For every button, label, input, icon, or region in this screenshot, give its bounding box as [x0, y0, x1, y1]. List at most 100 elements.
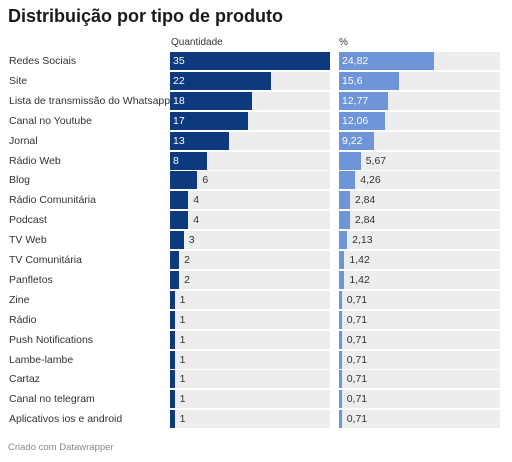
bar-percent — [339, 251, 344, 269]
bar-track-quantidade: 4 — [170, 191, 330, 209]
bar-percent — [339, 271, 344, 289]
value-label-percent: 0,71 — [347, 311, 367, 329]
row-tv-comunitaria: TV Comunitária 2 1,42 — [0, 251, 512, 269]
value-label-percent: 0,71 — [347, 291, 367, 309]
bar-percent — [339, 211, 350, 229]
value-label-quantidade: 3 — [189, 231, 195, 249]
category-label: Podcast — [9, 211, 47, 229]
bar-track-percent: 0,71 — [339, 390, 500, 408]
bar-track-percent: 12,77 — [339, 92, 500, 110]
row-radio-web: Rádio Web 8 5,67 — [0, 152, 512, 170]
value-label-percent: 0,71 — [347, 410, 367, 428]
value-label-quantidade: 13 — [173, 132, 185, 150]
bar-track-percent: 0,71 — [339, 311, 500, 329]
value-label-quantidade: 1 — [180, 370, 186, 388]
bar-track-quantidade: 2 — [170, 251, 330, 269]
row-radio: Rádio 1 0,71 — [0, 311, 512, 329]
bar-quantidade — [170, 211, 188, 229]
category-label: Rádio Web — [9, 152, 61, 170]
value-label-percent: 0,71 — [347, 370, 367, 388]
category-label: Blog — [9, 171, 30, 189]
value-label-quantidade: 2 — [184, 251, 190, 269]
bar-quantidade — [170, 351, 175, 369]
value-label-quantidade: 18 — [173, 92, 185, 110]
value-label-quantidade: 22 — [173, 72, 185, 90]
bar-track-quantidade: 35 — [170, 52, 330, 70]
chart-title: Distribuição por tipo de produto — [8, 6, 283, 27]
value-label-quantidade: 1 — [180, 311, 186, 329]
column-header-percent: % — [339, 37, 348, 48]
bar-percent — [339, 390, 342, 408]
value-label-quantidade: 35 — [173, 52, 185, 70]
bar-quantidade — [170, 191, 188, 209]
row-zine: Zine 1 0,71 — [0, 291, 512, 309]
bar-track-percent: 15,6 — [339, 72, 500, 90]
value-label-quantidade: 1 — [180, 351, 186, 369]
value-label-percent: 12,77 — [342, 92, 368, 110]
credit-footer: Criado com Datawrapper — [8, 442, 114, 453]
row-jornal: Jornal 13 9,22 — [0, 132, 512, 150]
bar-percent — [339, 370, 342, 388]
row-redes-sociais: Redes Sociais 35 24,82 — [0, 52, 512, 70]
category-label: Panfletos — [9, 271, 53, 289]
bar-track-percent: 1,42 — [339, 251, 500, 269]
value-label-quantidade: 1 — [180, 410, 186, 428]
bar-track-percent: 1,42 — [339, 271, 500, 289]
bar-track-quantidade: 1 — [170, 351, 330, 369]
category-label: Aplicativos ios e android — [9, 410, 122, 428]
category-label: TV Web — [9, 231, 47, 249]
row-blog: Blog 6 4,26 — [0, 171, 512, 189]
bar-track-percent: 2,84 — [339, 191, 500, 209]
bar-track-quantidade: 1 — [170, 390, 330, 408]
bar-track-percent: 5,67 — [339, 152, 500, 170]
bar-percent — [339, 410, 342, 428]
bar-quantidade — [170, 410, 175, 428]
bar-track-quantidade: 6 — [170, 171, 330, 189]
bar-quantidade — [170, 251, 179, 269]
bar-percent — [339, 291, 342, 309]
bar-track-percent: 0,71 — [339, 410, 500, 428]
bar-track-percent: 12,06 — [339, 112, 500, 130]
row-canal-no-telegram: Canal no telegram 1 0,71 — [0, 390, 512, 408]
row-lista-de-transmissao-do-whatsapp: Lista de transmissão do Whatsapp 18 12,77 — [0, 92, 512, 110]
category-label: Lambe-lambe — [9, 351, 73, 369]
category-label: Jornal — [9, 132, 38, 150]
bar-quantidade — [170, 231, 184, 249]
bar-track-percent: 0,71 — [339, 370, 500, 388]
category-label: Rádio Comunitária — [9, 191, 96, 209]
bar-track-percent: 2,84 — [339, 211, 500, 229]
value-label-percent: 0,71 — [347, 351, 367, 369]
category-label: Cartaz — [9, 370, 40, 388]
row-radio-comunitaria: Rádio Comunitária 4 2,84 — [0, 191, 512, 209]
bar-track-percent: 9,22 — [339, 132, 500, 150]
row-canal-no-youtube: Canal no Youtube 17 12,06 — [0, 112, 512, 130]
bar-track-quantidade: 1 — [170, 370, 330, 388]
bar-track-quantidade: 1 — [170, 311, 330, 329]
value-label-quantidade: 4 — [193, 211, 199, 229]
category-label: Zine — [9, 291, 29, 309]
value-label-percent: 4,26 — [360, 171, 380, 189]
value-label-percent: 2,84 — [355, 191, 375, 209]
value-label-percent: 1,42 — [349, 271, 369, 289]
value-label-percent: 0,71 — [347, 390, 367, 408]
bar-track-quantidade: 1 — [170, 410, 330, 428]
category-label: Site — [9, 72, 27, 90]
bar-quantidade — [170, 291, 175, 309]
value-label-quantidade: 1 — [180, 291, 186, 309]
bar-track-percent: 0,71 — [339, 351, 500, 369]
bar-percent — [339, 191, 350, 209]
value-label-percent: 12,06 — [342, 112, 368, 130]
bar-quantidade — [170, 171, 197, 189]
bar-track-percent: 4,26 — [339, 171, 500, 189]
bar-quantidade — [170, 311, 175, 329]
bar-track-quantidade: 18 — [170, 92, 330, 110]
value-label-percent: 15,6 — [342, 72, 362, 90]
bar-track-quantidade: 2 — [170, 271, 330, 289]
category-label: Lista de transmissão do Whatsapp — [9, 92, 170, 110]
bar-track-percent: 0,71 — [339, 331, 500, 349]
category-label: Canal no Youtube — [9, 112, 92, 130]
row-aplicativos-ios-e-android: Aplicativos ios e android 1 0,71 — [0, 410, 512, 428]
bar-percent — [339, 152, 361, 170]
value-label-percent: 2,84 — [355, 211, 375, 229]
bar-quantidade — [170, 370, 175, 388]
